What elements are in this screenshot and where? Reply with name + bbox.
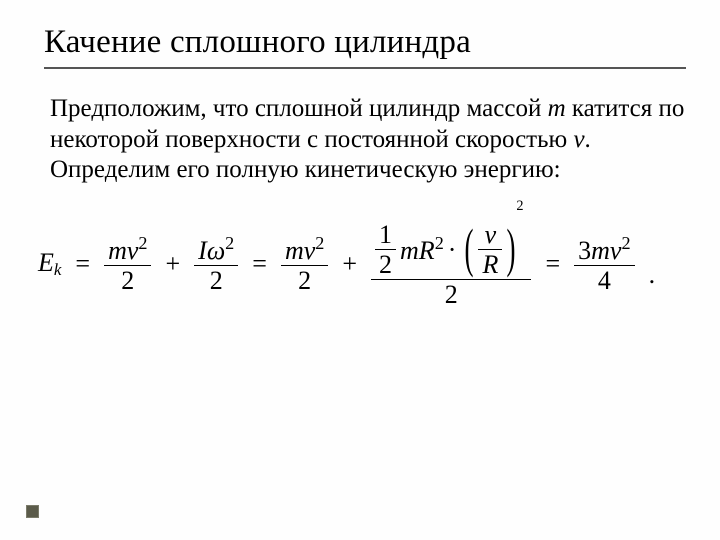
t4-half: 1 2 bbox=[375, 221, 396, 279]
t3-num: mv bbox=[285, 236, 315, 265]
t4-R-den: R bbox=[478, 251, 502, 278]
t4-paren-exp: 2 bbox=[516, 199, 523, 214]
equation: Ek = mv2 2 + Iω2 2 = mv2 2 + 1 2 bbox=[38, 221, 686, 309]
title-underline bbox=[44, 67, 686, 69]
t4-R-exp: 2 bbox=[435, 233, 444, 253]
t3-exp: 2 bbox=[315, 233, 324, 253]
t4-mR: mR bbox=[400, 236, 435, 265]
Ek-sub: k bbox=[54, 261, 62, 280]
t4-paren: ( v R ) 2 bbox=[460, 221, 527, 279]
t5-exp: 2 bbox=[621, 233, 630, 253]
slide-title: Качение сплошного цилиндра bbox=[44, 24, 686, 61]
t4-v: v bbox=[481, 221, 501, 248]
t1-exp: 2 bbox=[138, 233, 147, 253]
term5-frac: 3mv2 4 bbox=[574, 234, 634, 295]
t3-den: 2 bbox=[294, 267, 315, 294]
t5-num: mv bbox=[591, 236, 621, 265]
t5-den: 4 bbox=[594, 267, 615, 294]
term1-frac: mv2 2 bbox=[104, 234, 151, 295]
t2-exp: 2 bbox=[225, 233, 234, 253]
equals-1: = bbox=[71, 249, 94, 279]
corner-bullet-icon bbox=[26, 505, 39, 518]
t4-dot: · bbox=[448, 236, 457, 263]
t1-num: mv bbox=[108, 236, 138, 265]
Ek-E: E bbox=[38, 248, 54, 277]
equals-2: = bbox=[248, 249, 271, 279]
Ek-symbol: Ek bbox=[38, 248, 61, 280]
t2-den: 2 bbox=[206, 267, 227, 294]
term4-frac: 1 2 mR2 · ( v R ) 2 bbox=[371, 221, 531, 309]
body-paragraph: Предположим, что сплошной цилиндр массой… bbox=[50, 94, 686, 186]
t5-coef: 3 bbox=[578, 236, 591, 265]
t4-half-num: 1 bbox=[375, 221, 396, 248]
equals-3: = bbox=[541, 249, 564, 279]
plus-2: + bbox=[338, 249, 361, 279]
plus-1: + bbox=[161, 249, 184, 279]
t4-den: 2 bbox=[441, 281, 462, 308]
term2-frac: Iω2 2 bbox=[194, 234, 238, 295]
term3-frac: mv2 2 bbox=[281, 234, 328, 295]
t2-num: Iω bbox=[198, 236, 225, 265]
slide: Качение сплошного цилиндра Предположим, … bbox=[0, 0, 720, 540]
t4-half-den: 2 bbox=[375, 251, 396, 278]
var-m: m bbox=[548, 95, 566, 122]
t1-den: 2 bbox=[117, 267, 138, 294]
eqn-period: . bbox=[649, 260, 656, 290]
var-v: v bbox=[573, 126, 584, 153]
text-part1: Предположим, что сплошной цилиндр массой bbox=[50, 95, 548, 122]
